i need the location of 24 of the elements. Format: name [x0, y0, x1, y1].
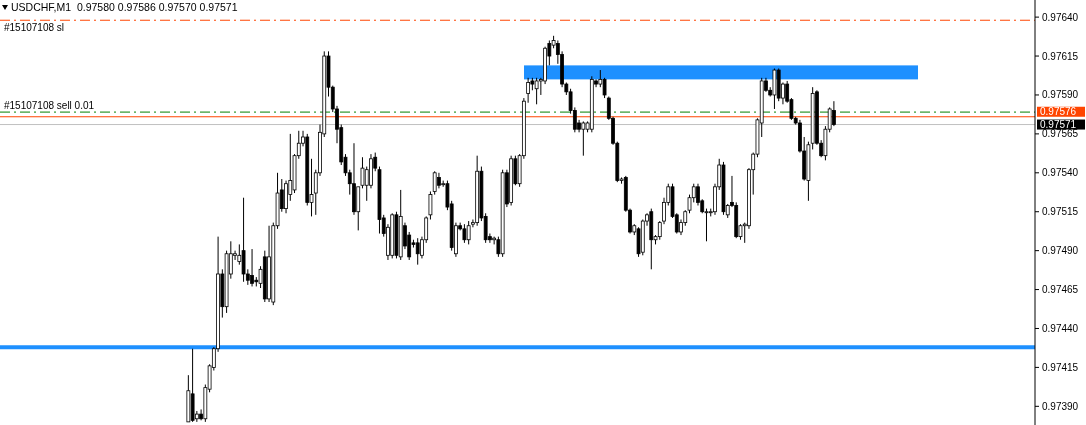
candlestick — [832, 100, 836, 127]
candlestick — [466, 220, 471, 245]
y-tick-label: 0.97390 — [1042, 400, 1079, 412]
y-tick-label: 0.97565 — [1042, 128, 1079, 140]
ref-line-label: 0.97571 — [1040, 119, 1077, 131]
candlestick — [534, 77, 539, 105]
candlestick — [462, 223, 467, 244]
y-tick-label: 0.97440 — [1042, 322, 1079, 334]
candlestick — [250, 248, 254, 287]
candlestick — [581, 120, 586, 157]
y-tick-label: 0.97590 — [1042, 89, 1079, 101]
y-tick-label: 0.97490 — [1042, 245, 1079, 257]
y-tick-label: 0.97640 — [1042, 11, 1079, 23]
candlestick — [415, 237, 420, 266]
y-tick-label: 0.97515 — [1042, 206, 1079, 218]
y-tick-label: 0.97465 — [1042, 284, 1079, 296]
ref-line-label: #15107108 sl — [4, 22, 65, 34]
ref-line-label: #15107108 sell 0.01 — [4, 100, 95, 112]
y-tick-label: 0.97540 — [1042, 167, 1079, 179]
ref-line-label: 0.97576 — [1040, 106, 1077, 118]
chart-title: USDCHF,M1 0.97580 0.97586 0.97570 0.97571 — [11, 1, 238, 13]
y-tick-label: 0.97415 — [1042, 361, 1079, 373]
candlestick — [241, 197, 246, 283]
y-tick-label: 0.97615 — [1042, 50, 1079, 62]
